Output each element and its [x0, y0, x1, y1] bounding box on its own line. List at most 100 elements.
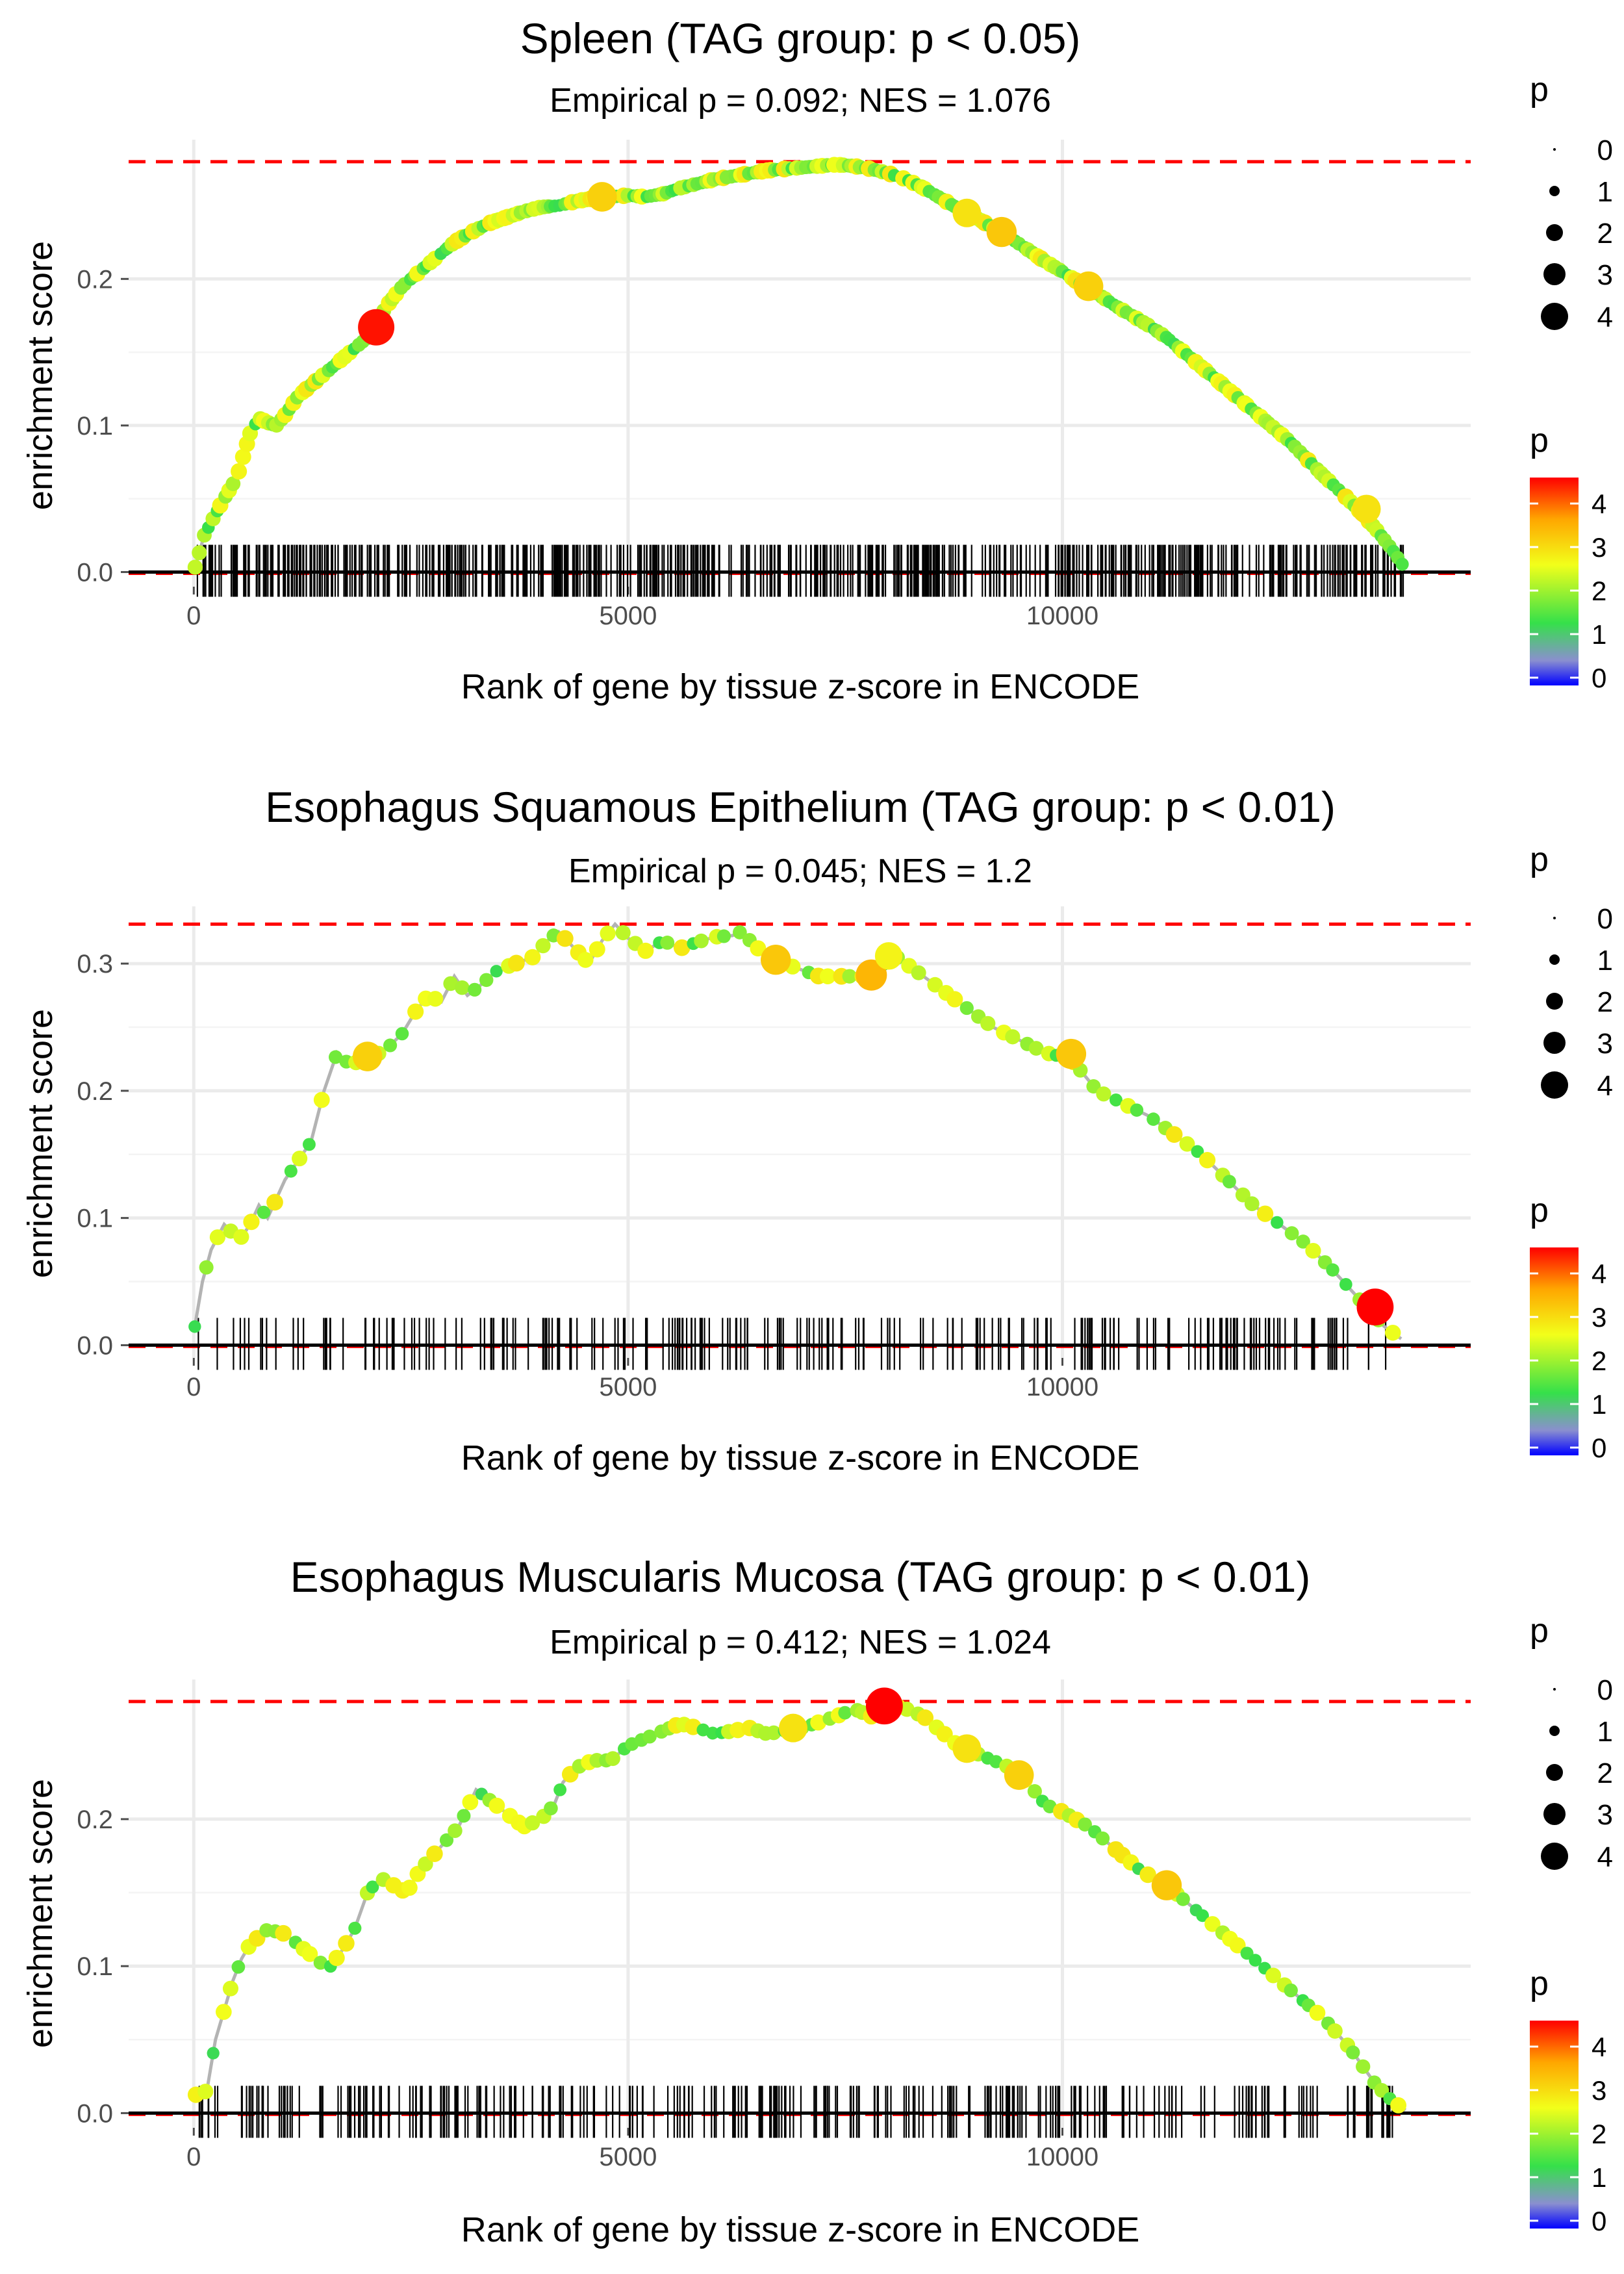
panel-spleen: Spleen (TAG group: p < 0.05) Empirical p… — [21, 14, 1613, 706]
color-legend-label: 3 — [1592, 1302, 1606, 1333]
gene-point — [395, 1027, 409, 1041]
gene-point — [1244, 1196, 1260, 1212]
gene-point — [733, 925, 747, 939]
color-legend-label: 0 — [1592, 663, 1606, 693]
panel-esophagus-muscularis-mucosa: Esophagus Muscularis Mucosa (TAG group: … — [21, 1553, 1613, 2249]
size-legend-dot — [1553, 917, 1556, 919]
gene-point — [980, 1016, 996, 1031]
gene-point — [215, 2004, 232, 2020]
gene-point — [1095, 1831, 1110, 1846]
gene-point — [302, 1138, 316, 1151]
chart-subtitle: Empirical p = 0.412; NES = 1.024 — [550, 1624, 1051, 1661]
size-legend-dot — [1543, 263, 1566, 285]
size-legend-title: p — [1530, 841, 1549, 878]
gene-point — [694, 933, 709, 949]
gene-point — [553, 1783, 567, 1796]
gene-point — [1309, 2004, 1326, 2021]
color-legend-label: 4 — [1592, 2032, 1606, 2062]
gene-point — [1222, 1175, 1236, 1189]
gene-point — [1078, 1817, 1092, 1832]
plot-area: 0.0 0.1 0.2 0 5000 10000 — [77, 140, 1471, 630]
highlight-point — [761, 945, 791, 975]
gene-point — [660, 935, 675, 950]
gene-point — [1191, 1145, 1204, 1158]
gene-point — [600, 925, 616, 941]
x-axis-label: Rank of gene by tissue z-score in ENCODE — [461, 667, 1139, 706]
y-tick-label: 0.0 — [77, 2099, 113, 2128]
gene-point — [1109, 1093, 1123, 1106]
gene-point — [946, 991, 963, 1008]
highlight-point — [1073, 271, 1104, 301]
gene-point — [1229, 1937, 1246, 1954]
size-legend-label: 2 — [1597, 218, 1613, 249]
gene-point — [577, 952, 594, 968]
color-legend-label: 3 — [1592, 2075, 1606, 2106]
gene-point — [222, 1980, 239, 1997]
gene-point — [1130, 1103, 1144, 1117]
chart-title: Spleen (TAG group: p < 0.05) — [520, 14, 1081, 62]
gene-point — [1305, 1242, 1321, 1259]
gene-point — [427, 991, 444, 1007]
color-legend: p 0 1 2 3 4 — [1530, 1192, 1606, 1463]
color-legend-label: 2 — [1592, 2119, 1606, 2149]
size-legend-label: 4 — [1597, 301, 1613, 333]
highlight-point — [952, 1734, 982, 1763]
gene-point — [911, 965, 926, 980]
gene-point — [535, 938, 551, 954]
gene-point — [301, 1946, 318, 1962]
x-tick-label: 10000 — [1026, 602, 1098, 630]
y-tick-label: 0.1 — [77, 1205, 113, 1233]
y-tick-label: 0.0 — [77, 558, 113, 587]
gene-point — [488, 1797, 505, 1814]
gene-point — [266, 1194, 283, 1211]
size-legend-label: 3 — [1597, 259, 1613, 291]
chart-subtitle: Empirical p = 0.092; NES = 1.076 — [550, 82, 1051, 120]
y-tick-label: 0.1 — [77, 1952, 113, 1981]
gene-point — [1005, 1029, 1021, 1045]
color-legend-label: 3 — [1592, 532, 1606, 563]
gene-point — [1086, 1079, 1101, 1094]
gene-point — [1096, 1086, 1111, 1102]
gene-point — [468, 982, 482, 997]
gene-point — [1356, 2059, 1371, 2074]
gene-point — [1326, 1263, 1339, 1277]
gene-point — [407, 1003, 424, 1020]
gene-point — [936, 1726, 953, 1743]
x-tick-label: 0 — [186, 2143, 201, 2171]
color-legend-label: 1 — [1592, 619, 1606, 650]
size-legend-label: 0 — [1597, 903, 1613, 935]
gene-point — [810, 1714, 827, 1731]
size-legend-label: 1 — [1597, 945, 1613, 977]
gene-point — [1147, 1112, 1160, 1126]
highlight-point — [1151, 1870, 1182, 1900]
y-axis-label: enrichment score — [21, 241, 60, 510]
gene-point — [750, 940, 767, 957]
gene-point — [457, 1809, 471, 1823]
size-legend-label: 4 — [1597, 1070, 1613, 1102]
gene-point — [348, 1921, 362, 1935]
gene-point — [490, 965, 503, 978]
gene-point — [209, 1229, 226, 1246]
gene-point — [383, 1038, 398, 1053]
size-legend: p 0 1 2 3 4 — [1530, 1612, 1613, 1873]
gene-point — [766, 1725, 781, 1741]
y-tick-label: 0.2 — [77, 1077, 113, 1106]
gene-point — [448, 1823, 463, 1838]
color-legend-label: 2 — [1592, 576, 1606, 606]
gene-point — [207, 2047, 220, 2060]
gene-point — [462, 1794, 479, 1811]
gene-point — [243, 1213, 260, 1231]
size-legend-title: p — [1530, 1612, 1549, 1650]
gene-point — [426, 1845, 443, 1862]
gene-point — [1027, 1784, 1042, 1799]
size-legend-dot — [1553, 1688, 1556, 1691]
gene-point — [1256, 1205, 1274, 1222]
highlight-point — [1356, 1288, 1394, 1326]
gene-point — [917, 1709, 934, 1726]
gene-point — [717, 929, 731, 943]
gene-point — [637, 942, 654, 959]
color-legend-bar — [1530, 2021, 1579, 2229]
color-legend-bar — [1530, 1247, 1579, 1455]
gene-point — [1390, 2097, 1407, 2114]
size-legend-dot — [1541, 1843, 1568, 1870]
